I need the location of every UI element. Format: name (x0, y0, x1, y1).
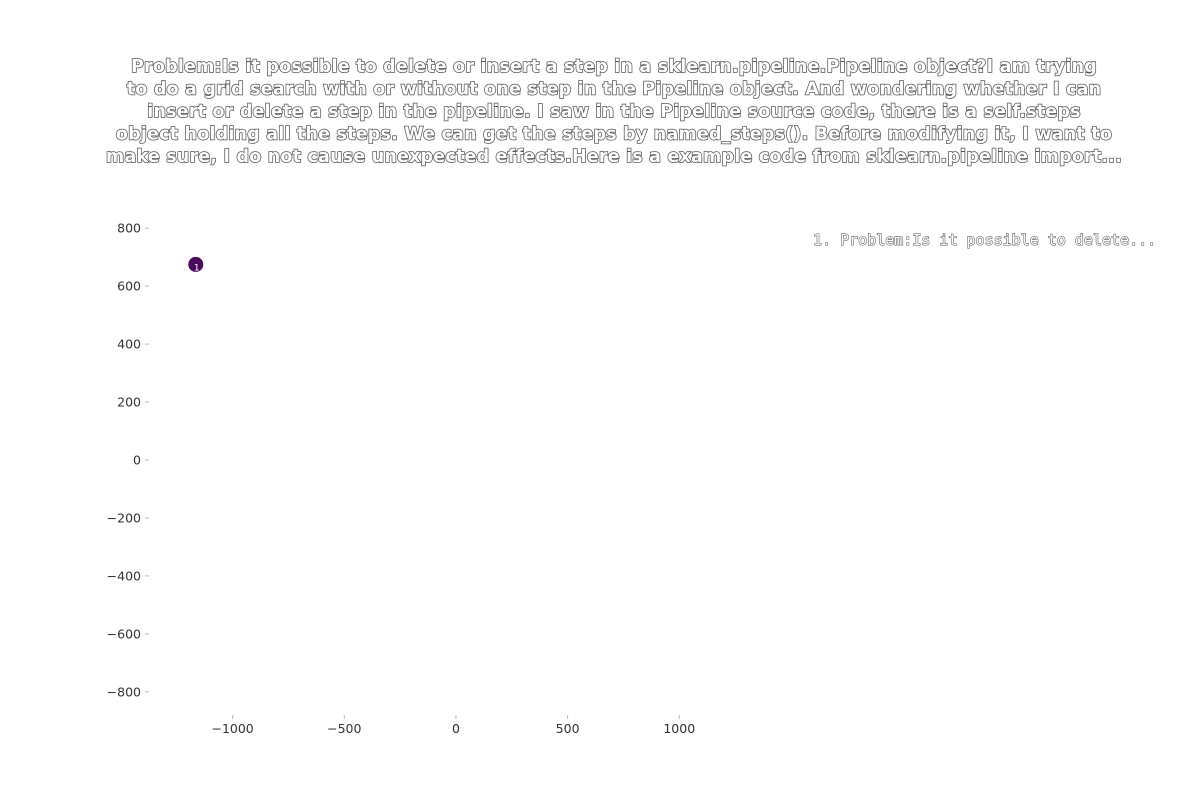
x-tick-label: −1000 (211, 721, 253, 736)
y-tick-label: 200 (117, 395, 141, 410)
chart-title: Problem:Is it possible to delete or inse… (105, 56, 1122, 168)
y-tick-label: 0 (133, 453, 141, 468)
legend-entry: 1. Problem:Is it possible to delete... (813, 231, 1156, 249)
data-point (188, 256, 204, 272)
y-tick-label: −200 (107, 510, 141, 525)
x-tick-label: −500 (327, 721, 361, 736)
title-line: insert or delete a step in the pipeline.… (147, 102, 1080, 122)
x-tick-label: 500 (556, 721, 580, 736)
legend: 1. Problem:Is it possible to delete... (812, 230, 1156, 249)
y-axis: −800 −600 −400 −200 0 200 400 600 800 (107, 221, 149, 699)
y-tick-label: 600 (117, 279, 141, 294)
x-tick-label: 0 (452, 721, 460, 736)
data-point-label: 1 (194, 263, 200, 273)
title-line: make sure, I do not cause unexpected eff… (106, 147, 1122, 167)
y-tick-label: −800 (107, 684, 141, 699)
y-tick-label: −400 (107, 568, 141, 583)
data-points: 1 (188, 256, 204, 273)
y-tick-label: −600 (107, 626, 141, 641)
title-line: Problem:Is it possible to delete or inse… (131, 57, 1097, 77)
x-axis: −1000 −500 0 500 1000 (211, 715, 695, 736)
title-line: to do a grid search with or without one … (127, 80, 1102, 100)
y-tick-label: 400 (117, 337, 141, 352)
x-tick-label: 1000 (663, 721, 695, 736)
y-tick-label: 800 (117, 221, 141, 236)
title-line: object holding all the steps. We can get… (116, 125, 1112, 145)
